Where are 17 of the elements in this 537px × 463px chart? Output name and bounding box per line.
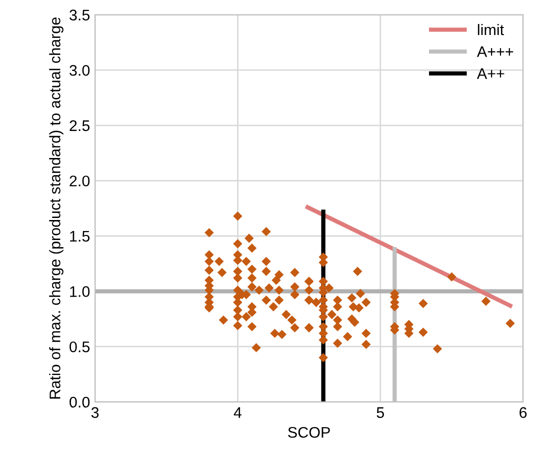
- x-tick-label: 4: [234, 407, 242, 418]
- y-tick-label: 3.0: [70, 64, 90, 76]
- x-tick-label: 5: [376, 407, 384, 418]
- y-tick-label: 3.5: [70, 10, 90, 20]
- y-tick-label: 2.0: [70, 176, 90, 186]
- y-tick-label: 1.5: [70, 231, 90, 242]
- x-axis-title: SCOP: [288, 426, 330, 438]
- y-tick-label: 0.5: [70, 341, 90, 352]
- x-tick-label: 6: [520, 407, 527, 418]
- y-axis-title: Ratio of max. charge (product standard) to actual charge: [49, 18, 64, 399]
- y-tick-label: 0.0: [70, 396, 90, 408]
- legend-label: limit: [478, 24, 504, 36]
- y-tick-label: 1.0: [70, 286, 90, 297]
- x-tick-label: 3: [91, 407, 99, 418]
- y-tick-label: 2.5: [70, 120, 90, 132]
- legend-label: A++: [476, 68, 504, 79]
- legend-label: A+++: [476, 46, 514, 57]
